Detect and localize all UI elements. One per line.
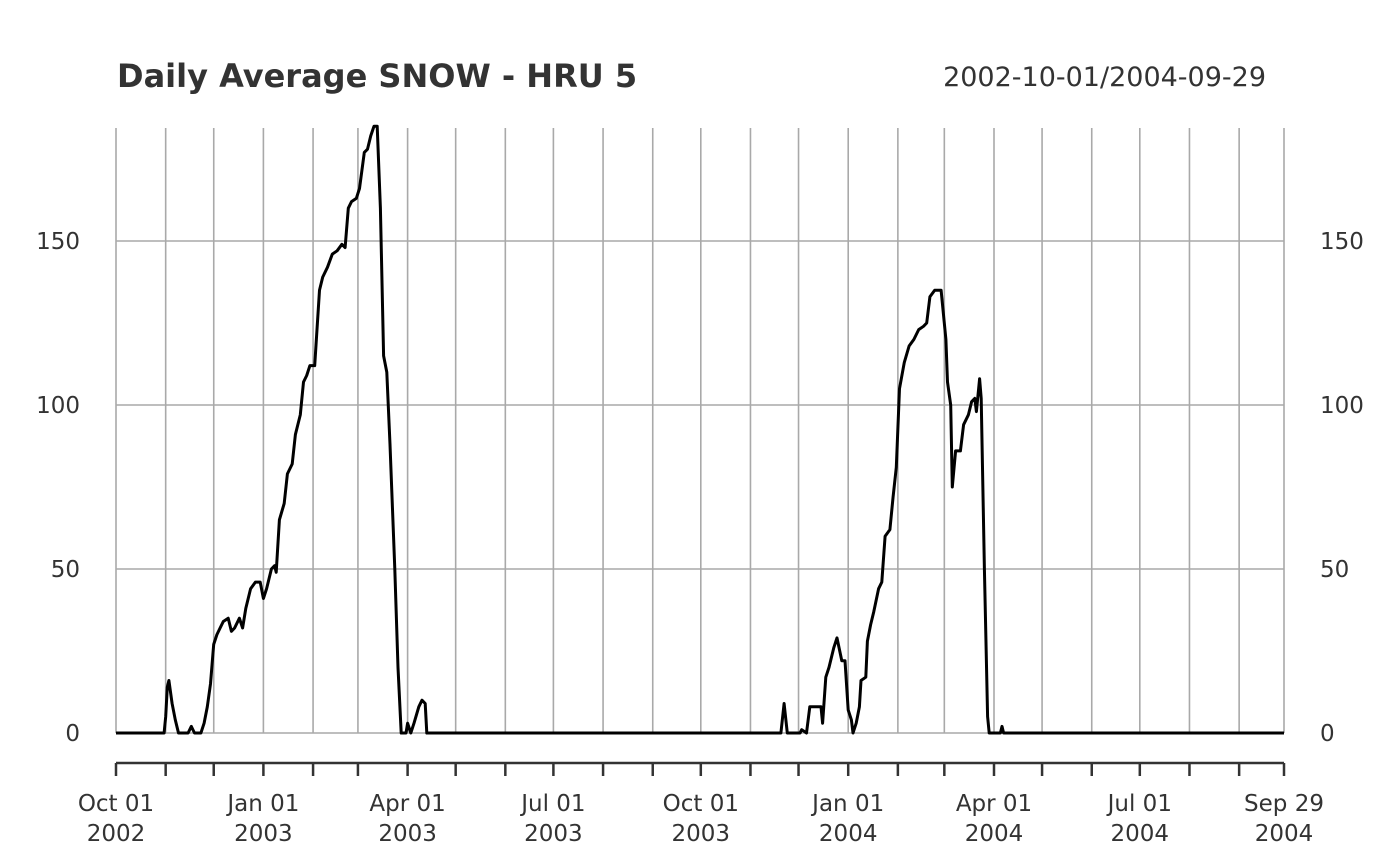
x-tick-label-year: 2004 xyxy=(819,821,878,847)
y-tick-label-right: 100 xyxy=(1320,393,1364,419)
x-tick-label: Jul 01 xyxy=(519,791,585,817)
y-gridlines xyxy=(116,240,1284,734)
y-tick-label-left: 150 xyxy=(36,229,80,255)
x-gridlines xyxy=(115,128,1285,733)
chart-title: Daily Average SNOW - HRU 5 xyxy=(117,57,637,95)
x-tick-label: Oct 01 xyxy=(78,791,154,817)
x-tick-label: Apr 01 xyxy=(369,791,445,817)
x-tick-label-year: 2002 xyxy=(87,821,146,847)
y-tick-label-right: 0 xyxy=(1320,721,1335,747)
series-group xyxy=(116,124,1284,735)
y-axis-labels: 0 0 50 50 100 100 150 150 xyxy=(36,229,1364,747)
x-tick-label-year: 2003 xyxy=(378,821,437,847)
x-tick-label: Jan 01 xyxy=(810,791,884,817)
x-tick-label-year: 2003 xyxy=(524,821,583,847)
x-tick-label: Oct 01 xyxy=(663,791,739,817)
x-tick-label: Jan 01 xyxy=(225,791,299,817)
x-tick-label-year: 2004 xyxy=(1255,821,1314,847)
x-tick-label-year: 2003 xyxy=(672,821,731,847)
y-tick-label-right: 150 xyxy=(1320,229,1364,255)
chart-date-range: 2002-10-01/2004-09-29 xyxy=(943,62,1266,93)
y-tick-label-left: 0 xyxy=(65,721,80,747)
y-tick-label-left: 100 xyxy=(36,393,80,419)
x-axis: Oct 01 2002 Jan 01 2003 Apr 01 2003 Jul 01 2003… xyxy=(78,761,1324,847)
x-tick-label: Jul 01 xyxy=(1106,791,1172,817)
y-tick-label-left: 50 xyxy=(51,557,80,583)
y-tick-label-right: 50 xyxy=(1320,557,1349,583)
x-tick-label: Sep 29 xyxy=(1244,791,1324,817)
x-tick-label: Apr 01 xyxy=(956,791,1032,817)
snow-series-line xyxy=(116,124,1284,735)
x-tick-label-year: 2004 xyxy=(1111,821,1170,847)
x-tick-label-year: 2004 xyxy=(965,821,1024,847)
x-tick-label-year: 2003 xyxy=(234,821,293,847)
